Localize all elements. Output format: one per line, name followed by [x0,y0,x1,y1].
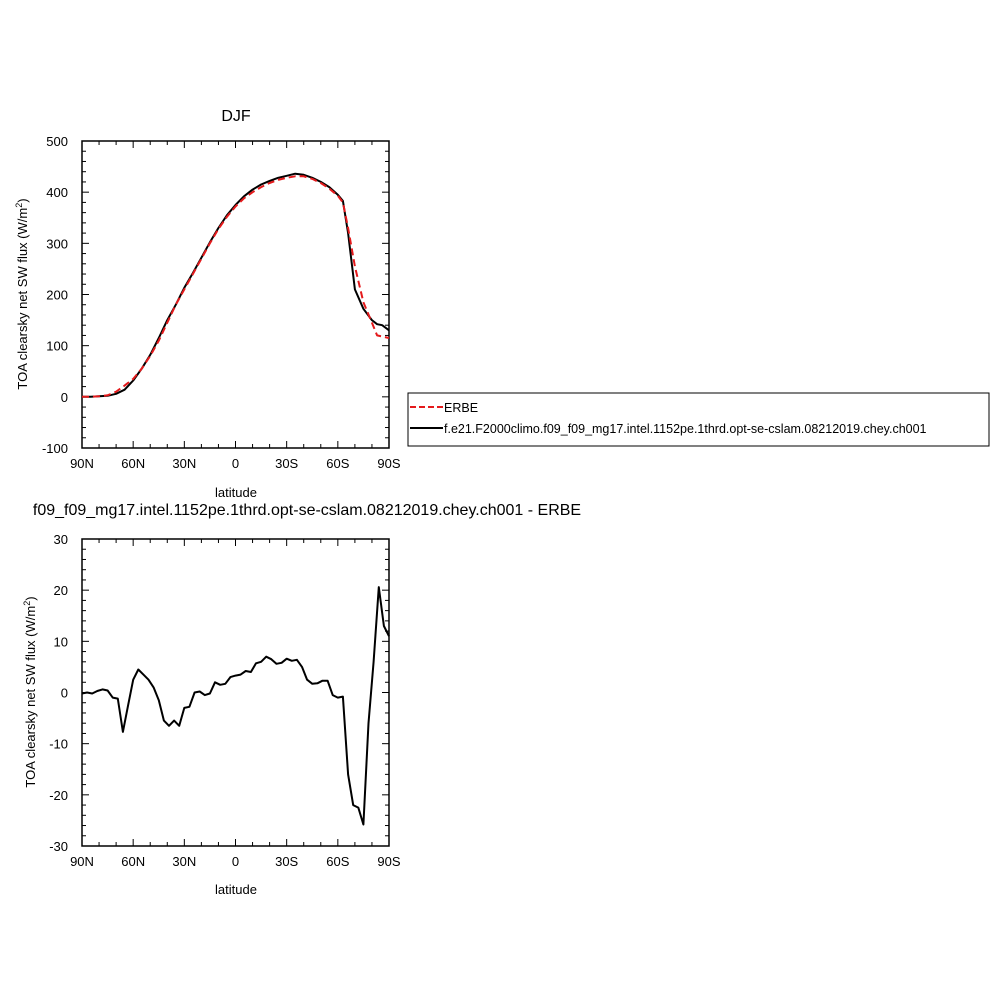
top-x-tick-label: 30N [172,456,196,471]
top-x-tick-label: 60N [121,456,145,471]
bottom-x-tick-label: 60N [121,854,145,869]
top-x-tick-labels: 90N 60N 30N 0 30S 60S 90S [70,456,401,471]
top-y-tick-labels: -100 0 100 200 300 400 500 [42,134,68,456]
bottom-y-tick-label: 10 [54,634,68,649]
legend-label-model: f.e21.F2000climo.f09_f09_mg17.intel.1152… [444,422,927,436]
top-y-tick-label: 0 [61,390,68,405]
bottom-y-tick-label: 20 [54,583,68,598]
legend-box [407,392,990,447]
top-axis-ticks [81,140,390,449]
top-series-line-erbe [82,175,390,398]
bottom-x-tick-labels: 90N 60N 30N 0 30S 60S 90S [70,854,401,869]
bottom-y-tick-label: -30 [49,839,68,854]
top-y-axis-label: TOA clearsky net SW flux (W/m2) [14,198,30,389]
bottom-series-lines [81,586,390,826]
legend: ERBE f.e21.F2000climo.f09_f09_mg17.intel… [407,392,990,447]
top-y-tick-label: 400 [46,185,68,200]
bottom-y-tick-labels: -30 -20 -10 0 10 20 30 [49,532,68,854]
bottom-x-tick-label: 30S [275,854,298,869]
top-plot-frame [81,140,390,449]
bottom-plot-frame [81,538,390,847]
top-y-tick-label: -100 [42,441,68,456]
top-x-tick-label: 60S [326,456,349,471]
top-x-tick-label: 90N [70,456,94,471]
top-y-tick-label: 300 [46,236,68,251]
top-x-tick-label: 90S [377,456,400,471]
top-chart-title: DJF [221,108,251,125]
bottom-axis-ticks [81,538,390,847]
bottom-x-tick-label: 60S [326,854,349,869]
top-y-tick-label: 200 [46,288,68,303]
bottom-series-line-model [81,586,390,826]
top-y-tick-label: 500 [46,134,68,149]
bottom-x-axis-label: latitude [215,882,257,897]
bottom-x-tick-label: 0 [232,854,239,869]
bottom-y-tick-label: -10 [49,737,68,752]
bottom-chart-title: f09_f09_mg17.intel.1152pe.1thrd.opt-se-c… [33,502,581,519]
legend-label-erbe: ERBE [444,401,478,415]
top-panel: DJF 90N 60N 30N 0 30S 60S 90S -100 0 100 200 300 40… [14,108,401,500]
bottom-y-tick-label: 0 [61,686,68,701]
top-series-lines [82,172,390,398]
top-x-tick-label: 0 [232,456,239,471]
bottom-x-tick-label: 90S [377,854,400,869]
bottom-x-tick-label: 90N [70,854,94,869]
bottom-y-tick-label: -20 [49,788,68,803]
top-x-tick-label: 30S [275,456,298,471]
top-x-axis-label: latitude [215,485,257,500]
bottom-y-tick-label: 30 [54,532,68,547]
bottom-y-axis-label: TOA clearsky net SW flux (W/m2) [22,596,38,787]
bottom-x-tick-label: 30N [172,854,196,869]
bottom-panel: f09_f09_mg17.intel.1152pe.1thrd.opt-se-c… [22,502,581,897]
top-y-tick-label: 100 [46,339,68,354]
